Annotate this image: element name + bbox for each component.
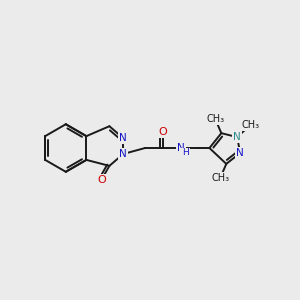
Text: N: N bbox=[119, 149, 127, 159]
Text: O: O bbox=[158, 127, 167, 137]
Text: N: N bbox=[233, 132, 241, 142]
Text: O: O bbox=[97, 175, 106, 185]
Text: N: N bbox=[119, 133, 127, 143]
Text: CH₃: CH₃ bbox=[206, 114, 224, 124]
Text: H: H bbox=[182, 148, 189, 158]
Text: CH₃: CH₃ bbox=[211, 173, 230, 183]
Text: CH₃: CH₃ bbox=[241, 120, 259, 130]
Text: N: N bbox=[177, 143, 184, 153]
Text: N: N bbox=[236, 148, 244, 158]
